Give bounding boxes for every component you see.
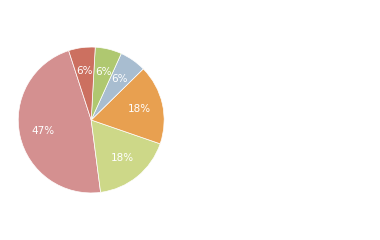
Text: 18%: 18%	[128, 104, 151, 114]
Wedge shape	[91, 120, 160, 192]
Text: 6%: 6%	[95, 67, 111, 77]
Text: 6%: 6%	[111, 74, 128, 84]
Wedge shape	[69, 47, 95, 120]
Wedge shape	[91, 47, 121, 120]
Wedge shape	[91, 69, 164, 144]
Text: 47%: 47%	[31, 126, 54, 136]
Wedge shape	[91, 54, 143, 120]
Legend: Smithsonian Institution,
National Museum of Natural
History... [8], Smithsonian : Smithsonian Institution, National Museum…	[184, 39, 353, 201]
Text: 6%: 6%	[76, 66, 93, 76]
Wedge shape	[18, 51, 101, 193]
Text: 18%: 18%	[111, 153, 134, 163]
